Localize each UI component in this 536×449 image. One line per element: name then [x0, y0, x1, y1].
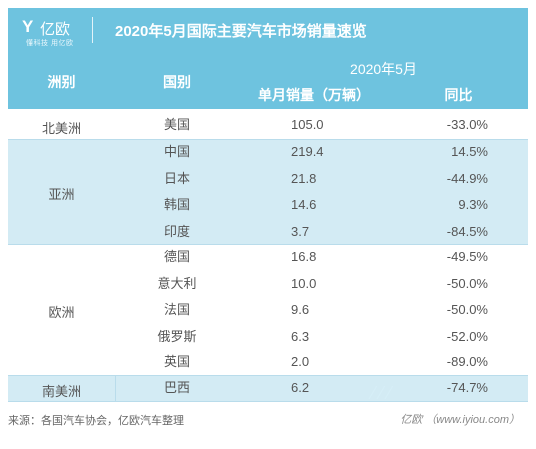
logo-mark: Y [22, 17, 34, 36]
yoy-cell: 14.5% [451, 144, 488, 159]
table-row: 韩国 14.6 9.3% [8, 192, 528, 219]
region-asia: 亚洲 [48, 187, 75, 202]
country-cell: 韩国 [163, 197, 190, 212]
sales-cell: 14.6 [291, 197, 317, 212]
source-note: 来源：各国汽车协会，亿欧汽车整理 [8, 415, 184, 427]
yoy-cell: -50.0% [446, 302, 488, 317]
table-row: 印度 3.7 -84.5% [8, 219, 528, 246]
column-header-yoy: 同比 [444, 87, 473, 103]
band-north-america [8, 112, 528, 139]
row-divider [8, 375, 528, 376]
column-header-sales: 单月销量（万辆） [258, 87, 370, 103]
yoy-cell: -84.5% [446, 223, 488, 239]
country-cell: 英国 [163, 354, 190, 369]
watermark-decoration: ⁄ ⁄ ⁄ [372, 383, 392, 403]
country-cell: 中国 [163, 144, 190, 159]
sales-cell: 16.8 [291, 249, 317, 264]
country-cell: 俄罗斯 [157, 328, 197, 344]
yoy-cell: -33.0% [446, 117, 488, 132]
yoy-cell: -44.9% [446, 170, 488, 186]
table-row: 意大利 10.0 -50.0% [8, 271, 528, 298]
country-cell: 巴西 [163, 380, 190, 395]
sales-cell: 9.6 [291, 302, 310, 317]
sales-cell: 6.2 [291, 380, 310, 395]
table-row: 巴西 6.2 -74.7% [8, 375, 528, 402]
column-header-group: 2020年5月 [350, 61, 417, 77]
sales-cell: 219.4 [291, 144, 324, 159]
row-divider [8, 244, 528, 245]
table-row: 英国 2.0 -89.0% [8, 349, 528, 376]
table-row: 日本 21.8 -44.9% [8, 166, 528, 193]
sales-cell: 10.0 [291, 275, 317, 291]
country-cell: 日本 [163, 170, 190, 186]
logo-text: 亿欧 [40, 21, 71, 38]
yoy-cell: -89.0% [446, 354, 488, 369]
page-title: 2020年5月国际主要汽车市场销量速览 [115, 22, 367, 40]
logo-subtitle: 懂科技 用亿欧 [26, 40, 74, 47]
table-header: 洲别 国别 2020年5月 单月销量（万辆） 同比 [8, 52, 528, 109]
table-row: 中国 219.4 14.5% [8, 139, 528, 166]
title-banner: Y 亿欧 懂科技 用亿欧 2020年5月国际主要汽车市场销量速览 [8, 8, 528, 52]
region-south-america: 南美洲 [41, 384, 81, 399]
yoy-cell: -49.5% [446, 249, 488, 264]
row-divider [8, 401, 528, 402]
sales-cell: 2.0 [291, 354, 310, 369]
sales-cell: 3.7 [291, 223, 310, 239]
sales-cell: 21.8 [291, 170, 317, 186]
sales-cell: 6.3 [291, 328, 310, 344]
country-cell: 意大利 [157, 275, 197, 291]
table-row: 俄罗斯 6.3 -52.0% [8, 324, 528, 351]
band-europe [8, 244, 528, 375]
country-cell: 法国 [163, 302, 190, 317]
band-south-america [8, 375, 528, 401]
column-divider [115, 375, 116, 401]
yoy-cell: 9.3% [458, 197, 488, 212]
yoy-cell: -52.0% [446, 328, 488, 344]
country-cell: 德国 [163, 249, 190, 264]
sales-cell: 105.0 [291, 117, 324, 132]
table-row: 法国 9.6 -50.0% [8, 297, 528, 324]
region-europe: 欧洲 [48, 305, 75, 320]
row-divider [8, 139, 528, 140]
site-credit: 亿欧 （www.iyiou.com） [400, 414, 520, 426]
country-cell: 印度 [163, 223, 190, 239]
table-row: 美国 105.0 -33.0% [8, 112, 528, 139]
logo: Y 亿欧 懂科技 用亿欧 [8, 8, 92, 52]
country-cell: 美国 [163, 117, 190, 132]
yoy-cell: -50.0% [446, 275, 488, 291]
region-north-america: 北美洲 [41, 121, 81, 136]
table-row: 德国 16.8 -49.5% [8, 244, 528, 271]
band-asia [8, 139, 528, 244]
yoy-cell: -74.7% [446, 380, 488, 395]
column-header-region: 洲别 [47, 74, 76, 90]
column-header-country: 国别 [163, 74, 191, 90]
header-divider [92, 17, 93, 43]
